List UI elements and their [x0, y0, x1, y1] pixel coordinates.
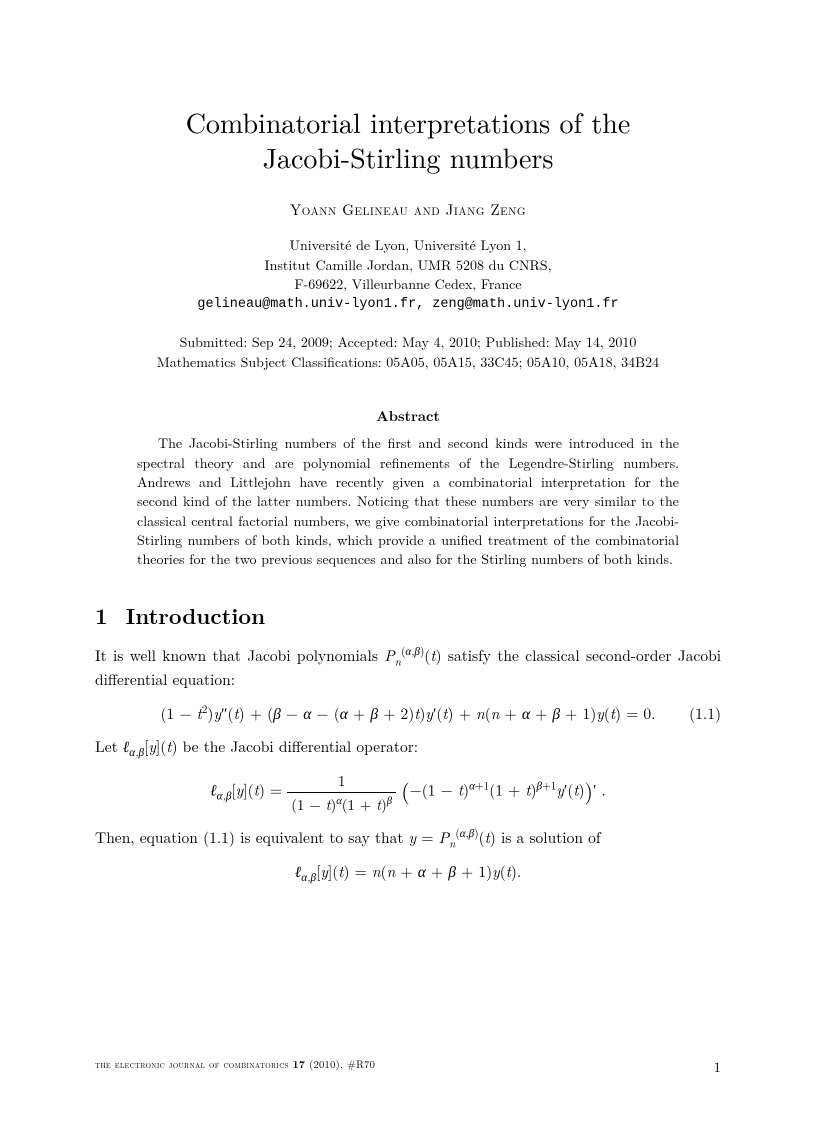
section-heading: 1 Introduction	[95, 600, 721, 631]
equation-solution: ℓα,β[y](t) = n(n + α + β + 1)y(t).	[95, 861, 721, 885]
equation-1-1: (1 − t2)y″(t) + (β − α − (α + β + 2)t)y′…	[95, 701, 721, 726]
body-text: It is well known that Jacobi polynomials…	[95, 643, 721, 886]
title-line-2: Jacobi-Stirling numbers	[263, 137, 554, 177]
affil-line-2: Institut Camille Jordan, UMR 5208 du CNR…	[265, 255, 552, 275]
affil-line-1: Université de Lyon, Université Lyon 1,	[289, 235, 526, 255]
title-line-1: Combinatorial interpretations of the	[186, 102, 631, 142]
section-number: 1	[95, 600, 108, 631]
affiliation: Université de Lyon, Université Lyon 1, I…	[95, 236, 721, 295]
affil-line-3: F-69622, Villeurbanne Cedex, France	[294, 274, 521, 294]
pub-dates: Submitted: Sep 24, 2009; Accepted: May 4…	[95, 332, 721, 373]
dates-line-1: Submitted: Sep 24, 2009; Accepted: May 4…	[180, 332, 637, 352]
para-3: Then, equation (1.1) is equivalent to sa…	[95, 825, 721, 851]
page-number: 1	[714, 1057, 721, 1077]
paper-title: Combinatorial interpretations of the Jac…	[95, 105, 721, 175]
equation-operator: ℓα,β[y](t) = 1(1 − t)α(1 + t)β (−(1 − t)…	[95, 770, 721, 815]
footer-journal: the electronic journal of combinatorics …	[95, 1057, 375, 1077]
abstract-text: The Jacobi-Stirling numbers of the first…	[137, 434, 679, 569]
para-1: It is well known that Jacobi polynomials…	[95, 643, 721, 692]
section-title: Introduction	[126, 600, 265, 631]
dates-line-2: Mathematics Subject Classifications: 05A…	[157, 352, 659, 372]
page-footer: the electronic journal of combinatorics …	[95, 1057, 721, 1077]
equation-number: (1.1)	[689, 703, 721, 725]
abstract-heading: Abstract	[95, 406, 721, 426]
author-emails: gelineau@math.univ-lyon1.fr, zeng@math.u…	[95, 297, 721, 312]
authors: Yoann Gelineau and Jiang Zeng	[95, 199, 721, 220]
para-2: Let ℓα,β[y](t) be the Jacobi differentia…	[95, 736, 721, 760]
